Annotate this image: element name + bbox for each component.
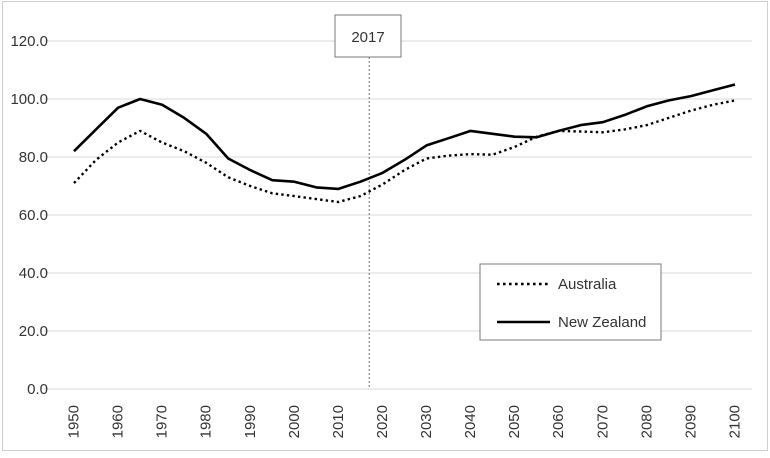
x-tick-label: 1990 <box>242 405 259 438</box>
annotation-box <box>334 14 402 58</box>
gridlines <box>44 40 752 390</box>
x-tick-label: 1960 <box>110 405 127 438</box>
y-tick-label: 60.0 <box>19 207 48 224</box>
legend-box <box>479 263 662 341</box>
annotation-text: 2017 <box>351 29 384 46</box>
x-tick-label: 2050 <box>506 405 523 438</box>
y-axis-tick-labels: 0.0 20.0 40.0 60.0 80.0 100.0 120.0 <box>10 33 48 398</box>
y-tick-label: 120.0 <box>10 33 48 50</box>
x-tick-label: 2070 <box>594 405 611 438</box>
x-tick-label: 2080 <box>638 405 655 438</box>
y-tick-label: 20.0 <box>19 323 48 340</box>
series-lines <box>73 83 736 204</box>
x-tick-label: 2030 <box>418 405 435 438</box>
legend-label-australia: Australia <box>558 276 617 293</box>
series-line-australia <box>73 99 736 204</box>
x-tick-label: 1980 <box>198 405 215 438</box>
x-tick-label: 2000 <box>286 405 303 438</box>
y-tick-label: 80.0 <box>19 149 48 166</box>
y-tick-label: 40.0 <box>19 265 48 282</box>
x-axis-tick-labels: 1950 1960 1970 1980 1990 2000 2010 2020 2030 2040… <box>66 405 744 438</box>
x-tick-label: 2010 <box>330 405 347 438</box>
x-tick-label: 2090 <box>682 405 699 438</box>
x-tick-label: 2040 <box>462 405 479 438</box>
x-tick-label: 2020 <box>374 405 391 438</box>
legend-label-new-zealand: New Zealand <box>558 314 646 331</box>
chart-frame <box>2 1 768 451</box>
x-tick-label: 2100 <box>727 405 744 438</box>
x-tick-label: 1950 <box>66 405 83 438</box>
legend: Australia New Zealand <box>479 263 662 341</box>
y-tick-label: 100.0 <box>10 91 48 108</box>
y-tick-label: 0.0 <box>27 381 48 398</box>
x-tick-label: 2060 <box>550 405 567 438</box>
series-line-new-zealand <box>73 83 736 191</box>
x-tick-label: 1970 <box>154 405 171 438</box>
annotation-2017-label: 2017 <box>334 14 402 58</box>
